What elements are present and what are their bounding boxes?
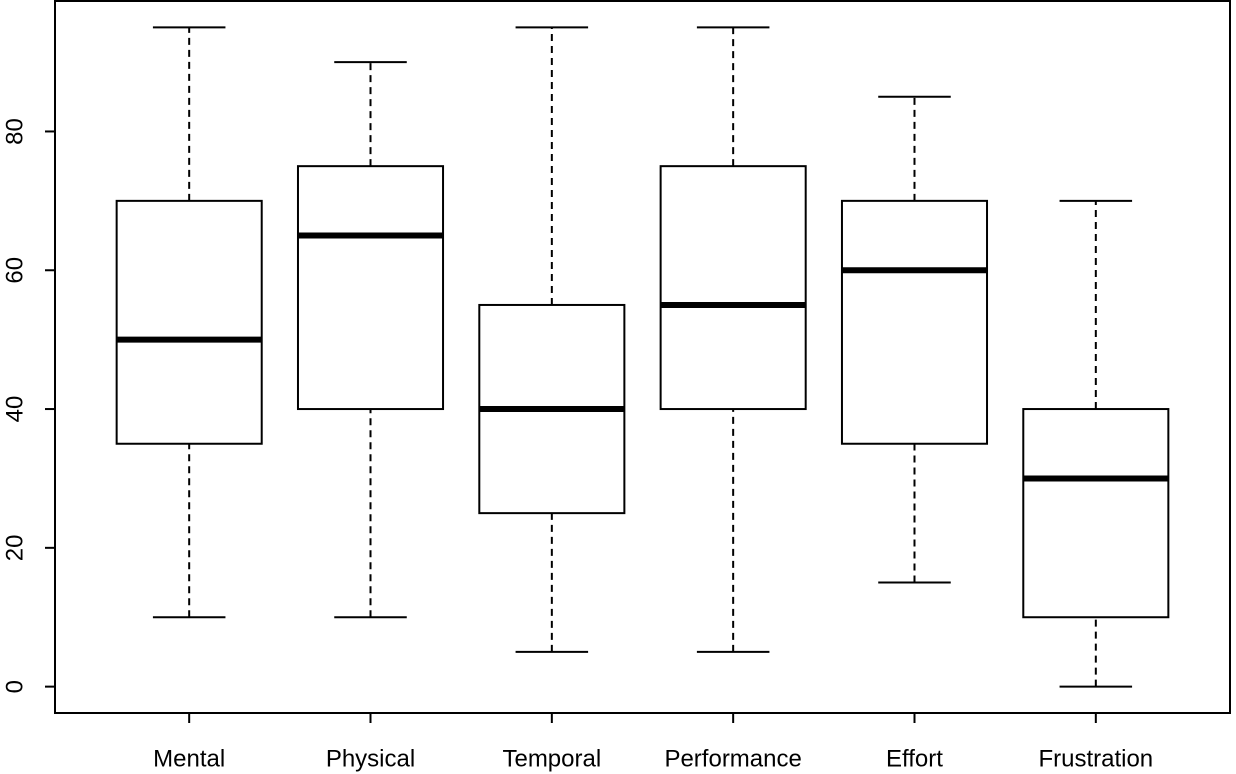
y-tick-label: 60	[1, 257, 28, 284]
y-tick-label: 20	[1, 534, 28, 561]
box	[1022, 408, 1170, 619]
y-tick-label: 0	[1, 680, 28, 693]
x-tick-label: Frustration	[1038, 745, 1153, 772]
box	[115, 199, 263, 445]
box	[659, 165, 807, 411]
x-tick-label: Effort	[886, 745, 943, 772]
x-tick-label: Temporal	[502, 745, 601, 772]
box	[296, 165, 445, 411]
y-tick-label: 40	[1, 396, 28, 423]
x-tick-label: Physical	[326, 745, 415, 772]
x-tick-label: Mental	[153, 745, 225, 772]
box	[840, 199, 989, 445]
x-tick-label: Performance	[664, 745, 801, 772]
y-tick-label: 80	[1, 118, 28, 145]
plot-frame	[54, 0, 1231, 714]
